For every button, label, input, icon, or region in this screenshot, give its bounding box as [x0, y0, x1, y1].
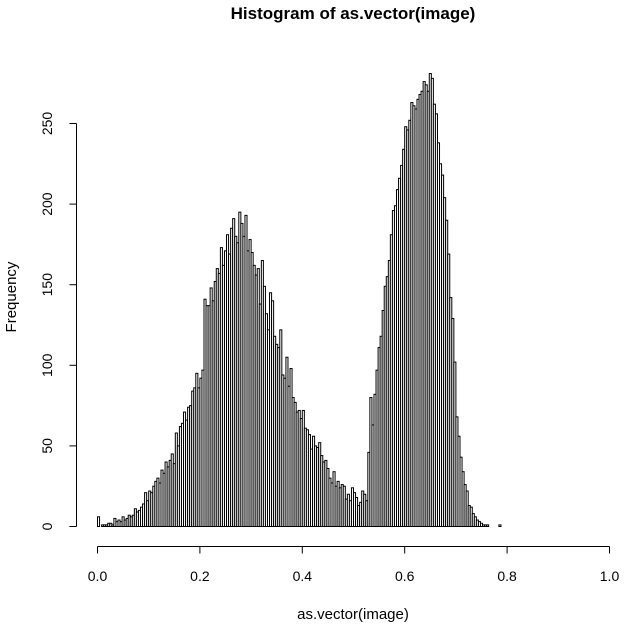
histogram-bar — [498, 524, 502, 528]
x-axis: 0.0 0.2 0.4 0.6 0.8 1.0 — [88, 546, 620, 584]
x-tick-label: 0.0 — [88, 568, 108, 584]
y-tick-label: 0 — [39, 522, 55, 530]
x-axis-label: as.vector(image) — [297, 606, 409, 623]
y-tick-label: 100 — [39, 353, 55, 377]
histogram-bar — [486, 524, 490, 528]
y-tick-label: 200 — [39, 192, 55, 216]
histogram-bar — [97, 516, 101, 528]
y-axis: 0 50 100 150 200 250 — [39, 112, 77, 530]
y-tick-label: 150 — [39, 273, 55, 297]
x-tick-label: 0.8 — [497, 568, 517, 584]
histogram-bars — [97, 73, 502, 528]
chart-title: Histogram of as.vector(image) — [231, 4, 476, 23]
x-tick-label: 0.2 — [190, 568, 210, 584]
x-tick-label: 0.6 — [395, 568, 415, 584]
x-tick-label: 1.0 — [600, 568, 620, 584]
y-tick-label: 50 — [39, 438, 55, 454]
x-tick-label: 0.4 — [293, 568, 313, 584]
y-axis-label: Frequency — [3, 261, 20, 332]
y-tick-label: 250 — [39, 112, 55, 136]
